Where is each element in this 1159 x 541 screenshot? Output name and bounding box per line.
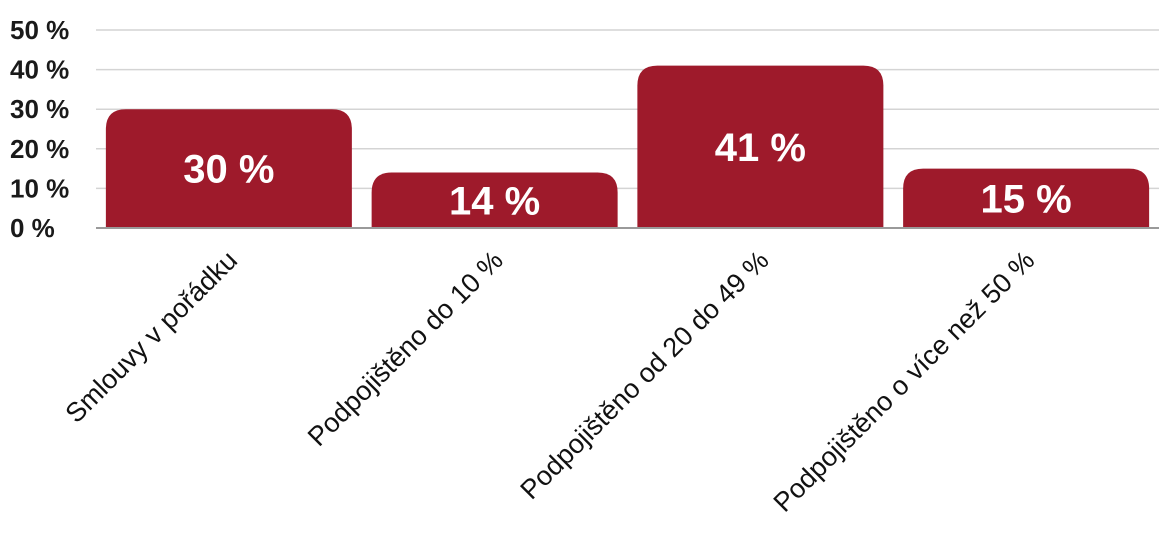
bar-value-label: 14 % [449, 179, 540, 223]
y-tick-label: 10 % [10, 173, 69, 203]
bar-value-label: 15 % [981, 177, 1072, 221]
bar-value-label: 41 % [715, 126, 806, 170]
x-category-label: Podpojištěno o více než 50 % [768, 245, 1041, 518]
bar [371, 172, 618, 228]
bars: 30 % 14 % 41 % 15 % [105, 65, 1150, 228]
bar [105, 109, 352, 228]
bar [903, 168, 1150, 228]
x-category-label: Podpojištěno do 10 % [302, 245, 509, 452]
bar [637, 65, 884, 228]
y-axis-tick-labels: 0 % 10 % 20 % 30 % 40 % 50 % [10, 15, 69, 243]
y-tick-label: 0 % [10, 213, 55, 243]
x-axis-category-labels: Smlouvy v pořádku Podpojištěno do 10 % Pod… [60, 245, 1041, 518]
y-tick-label: 20 % [10, 134, 69, 164]
bar-value-label: 30 % [183, 148, 274, 192]
y-tick-label: 30 % [10, 94, 69, 124]
x-category-label: Smlouvy v pořádku [60, 245, 244, 429]
y-tick-label: 50 % [10, 15, 69, 45]
y-tick-label: 40 % [10, 55, 69, 85]
x-category-label: Podpojištěno od 20 do 49 % [515, 245, 775, 505]
